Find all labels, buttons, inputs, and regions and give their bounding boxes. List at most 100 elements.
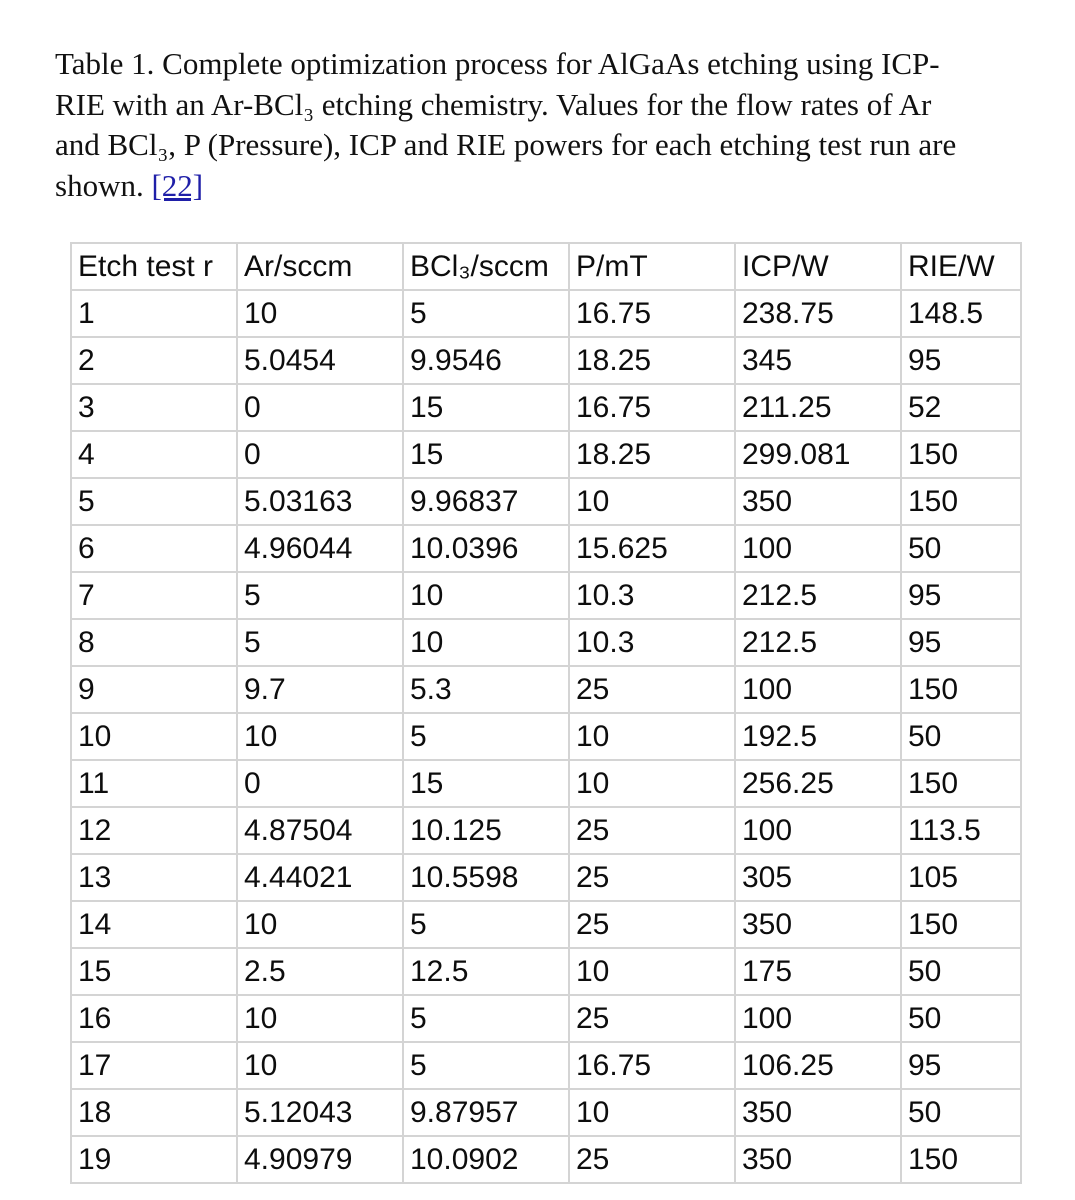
column-header-icp-w: ICP/W <box>734 242 902 291</box>
cell-rie-w: 50 <box>900 1088 1022 1137</box>
cell-bcl3-sccm: 5 <box>402 1041 570 1090</box>
cell-pressure-mt: 10 <box>568 759 736 808</box>
table-row: 8 5 10 10.3 212.5 95 <box>70 618 1022 667</box>
table-row: 13 4.44021 10.5598 25 305 105 <box>70 853 1022 902</box>
cell-ar-sccm: 0 <box>236 759 404 808</box>
cell-rie-w: 113.5 <box>900 806 1022 855</box>
cell-icp-w: 100 <box>734 524 902 573</box>
cell-pressure-mt: 25 <box>568 853 736 902</box>
table-row: 10 10 5 10 192.5 50 <box>70 712 1022 761</box>
cell-bcl3-sccm: 10.0396 <box>402 524 570 573</box>
cell-pressure-mt: 25 <box>568 1135 736 1184</box>
cell-ar-sccm: 4.90979 <box>236 1135 404 1184</box>
table-row: 16 10 5 25 100 50 <box>70 994 1022 1043</box>
cell-etch-test-run: 6 <box>70 524 238 573</box>
cell-rie-w: 150 <box>900 900 1022 949</box>
cell-ar-sccm: 5.0454 <box>236 336 404 385</box>
cell-ar-sccm: 10 <box>236 712 404 761</box>
cell-pressure-mt: 10 <box>568 947 736 996</box>
cell-icp-w: 350 <box>734 1088 902 1137</box>
cell-bcl3-sccm: 9.96837 <box>402 477 570 526</box>
cell-icp-w: 350 <box>734 477 902 526</box>
cell-bcl3-sccm: 5 <box>402 994 570 1043</box>
cell-pressure-mt: 10.3 <box>568 571 736 620</box>
cell-bcl3-sccm: 10 <box>402 618 570 667</box>
cell-pressure-mt: 18.25 <box>568 430 736 479</box>
cell-rie-w: 95 <box>900 571 1022 620</box>
reference-link[interactable]: [22] <box>151 167 204 203</box>
cell-ar-sccm: 5 <box>236 571 404 620</box>
cell-rie-w: 50 <box>900 712 1022 761</box>
cell-icp-w: 238.75 <box>734 289 902 338</box>
cell-etch-test-run: 8 <box>70 618 238 667</box>
table-row: 3 0 15 16.75 211.25 52 <box>70 383 1022 432</box>
cell-etch-test-run: 14 <box>70 900 238 949</box>
table-row: 17 10 5 16.75 106.25 95 <box>70 1041 1022 1090</box>
column-header-pressure-mt: P/mT <box>568 242 736 291</box>
cell-ar-sccm: 5.12043 <box>236 1088 404 1137</box>
cell-icp-w: 212.5 <box>734 618 902 667</box>
cell-pressure-mt: 16.75 <box>568 289 736 338</box>
table-row: 1 10 5 16.75 238.75 148.5 <box>70 289 1022 338</box>
column-header-ar-sccm: Ar/sccm <box>236 242 404 291</box>
cell-bcl3-sccm: 10.5598 <box>402 853 570 902</box>
table-caption: Table 1. Complete optimization process f… <box>55 44 1045 206</box>
cell-rie-w: 95 <box>900 336 1022 385</box>
cell-ar-sccm: 4.44021 <box>236 853 404 902</box>
cell-rie-w: 50 <box>900 947 1022 996</box>
cell-bcl3-sccm: 15 <box>402 383 570 432</box>
cell-icp-w: 211.25 <box>734 383 902 432</box>
cell-icp-w: 299.081 <box>734 430 902 479</box>
cell-pressure-mt: 10 <box>568 477 736 526</box>
cell-pressure-mt: 25 <box>568 665 736 714</box>
cell-etch-test-run: 15 <box>70 947 238 996</box>
cell-ar-sccm: 5.03163 <box>236 477 404 526</box>
table-row: 19 4.90979 10.0902 25 350 150 <box>70 1135 1022 1184</box>
cell-pressure-mt: 10.3 <box>568 618 736 667</box>
cell-pressure-mt: 15.625 <box>568 524 736 573</box>
cell-icp-w: 350 <box>734 1135 902 1184</box>
table-row: 18 5.12043 9.87957 10 350 50 <box>70 1088 1022 1137</box>
column-header-rie-w: RIE/W <box>900 242 1022 291</box>
cell-rie-w: 52 <box>900 383 1022 432</box>
cell-etch-test-run: 12 <box>70 806 238 855</box>
cell-etch-test-run: 5 <box>70 477 238 526</box>
cell-pressure-mt: 25 <box>568 900 736 949</box>
cell-icp-w: 100 <box>734 665 902 714</box>
cell-bcl3-sccm: 15 <box>402 430 570 479</box>
cell-ar-sccm: 4.96044 <box>236 524 404 573</box>
cell-ar-sccm: 10 <box>236 900 404 949</box>
cell-rie-w: 95 <box>900 618 1022 667</box>
cell-rie-w: 150 <box>900 1135 1022 1184</box>
cell-etch-test-run: 1 <box>70 289 238 338</box>
cell-pressure-mt: 18.25 <box>568 336 736 385</box>
cell-icp-w: 100 <box>734 806 902 855</box>
cell-rie-w: 50 <box>900 524 1022 573</box>
cell-icp-w: 192.5 <box>734 712 902 761</box>
cell-bcl3-sccm: 12.5 <box>402 947 570 996</box>
table-row: 6 4.96044 10.0396 15.625 100 50 <box>70 524 1022 573</box>
cell-rie-w: 95 <box>900 1041 1022 1090</box>
cell-ar-sccm: 10 <box>236 289 404 338</box>
cell-pressure-mt: 25 <box>568 994 736 1043</box>
cell-icp-w: 345 <box>734 336 902 385</box>
cell-icp-w: 106.25 <box>734 1041 902 1090</box>
cell-icp-w: 100 <box>734 994 902 1043</box>
cell-rie-w: 150 <box>900 430 1022 479</box>
cell-ar-sccm: 9.7 <box>236 665 404 714</box>
cell-bcl3-sccm: 10.0902 <box>402 1135 570 1184</box>
caption-line-4: shown. [22] <box>55 166 1045 207</box>
cell-ar-sccm: 4.87504 <box>236 806 404 855</box>
etch-test-table: Etch test r Ar/sccm BCl₃/sccm P/mT ICP/W RIE/… <box>70 242 1022 1184</box>
column-header-bcl3-sccm: BCl₃/sccm <box>402 242 570 291</box>
cell-icp-w: 256.25 <box>734 759 902 808</box>
cell-etch-test-run: 4 <box>70 430 238 479</box>
cell-etch-test-run: 10 <box>70 712 238 761</box>
cell-etch-test-run: 7 <box>70 571 238 620</box>
cell-pressure-mt: 16.75 <box>568 383 736 432</box>
cell-rie-w: 105 <box>900 853 1022 902</box>
table-row: 5 5.03163 9.96837 10 350 150 <box>70 477 1022 526</box>
table-row: 12 4.87504 10.125 25 100 113.5 <box>70 806 1022 855</box>
cell-etch-test-run: 3 <box>70 383 238 432</box>
cell-icp-w: 175 <box>734 947 902 996</box>
